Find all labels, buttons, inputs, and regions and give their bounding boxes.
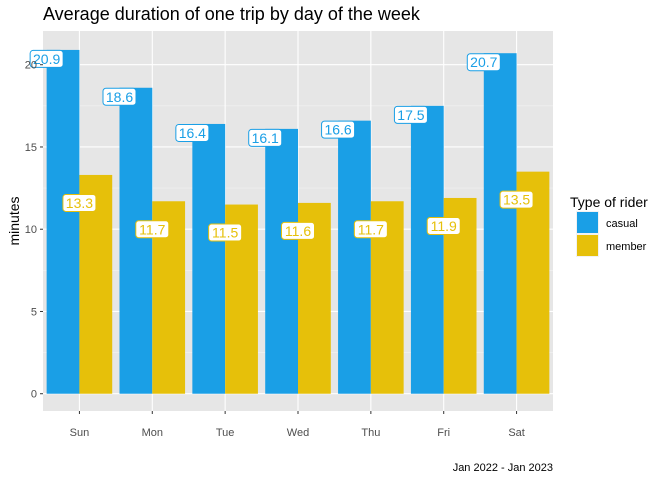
data-label-casual-sat: 20.7: [470, 54, 497, 70]
bar-member-sat: [516, 171, 550, 394]
data-label-box: [29, 49, 64, 68]
data-label-box: [248, 128, 283, 147]
data-label-box: [426, 216, 461, 235]
bar-casual-sat: [483, 53, 517, 394]
y-tick-label: 0: [31, 389, 37, 401]
data-label-box: [102, 87, 137, 106]
data-label-box: [353, 220, 388, 239]
x-tick-label: Tue: [216, 427, 235, 439]
x-tick-label: Sat: [508, 427, 525, 439]
data-label-casual-mon: 18.6: [106, 89, 133, 105]
bar-casual-mon: [119, 87, 153, 394]
legend-key-casual: [577, 212, 598, 233]
bar-casual-sun: [46, 49, 80, 394]
legend-label-casual: casual: [606, 218, 638, 230]
data-label-member-wed: 11.6: [285, 223, 311, 239]
x-tick-label: Mon: [142, 427, 163, 439]
legend-label-member: member: [606, 241, 647, 253]
y-tick-label: 5: [31, 306, 37, 318]
data-label-box: [208, 223, 243, 242]
chart-caption: Jan 2022 - Jan 2023: [453, 462, 553, 474]
bars: [46, 49, 550, 394]
x-tick-label: Fri: [437, 427, 450, 439]
legend-title: Type of rider: [570, 194, 648, 210]
data-label-member-sat: 13.5: [503, 192, 530, 208]
data-label-member-thu: 11.7: [358, 221, 384, 237]
data-label-casual-thu: 16.6: [324, 122, 351, 138]
data-label-box: [281, 221, 315, 240]
y-tick-label: 15: [25, 142, 37, 154]
x-tick-label: Sun: [70, 427, 90, 439]
bar-casual-wed: [265, 128, 298, 394]
data-label-box: [393, 105, 428, 124]
bar-casual-thu: [338, 120, 371, 394]
x-tick-label: Wed: [287, 427, 309, 439]
data-label-member-fri: 11.9: [431, 218, 457, 234]
bar-casual-fri: [410, 105, 444, 394]
data-labels: 20.9 18.6 16.4 16.1 16.6 17.5 20.7 13.3 11.7 11.5…: [29, 49, 534, 242]
data-label-box: [466, 53, 501, 72]
data-label-casual-tue: 16.4: [179, 125, 206, 141]
data-label-casual-wed: 16.1: [252, 130, 279, 146]
data-label-casual-fri: 17.5: [397, 107, 424, 123]
y-axis: 0 5 10 15 20: [25, 60, 43, 401]
x-tick-label: Thu: [361, 427, 380, 439]
bar-casual-tue: [192, 123, 226, 394]
data-label-box: [321, 120, 356, 139]
data-label-box: [135, 220, 170, 239]
y-axis-title: minutes: [6, 196, 22, 245]
data-label-member-sun: 13.3: [66, 195, 93, 211]
legend: Type of rider casual member: [570, 194, 648, 257]
data-label-member-tue: 11.5: [212, 225, 238, 241]
chart-title: Average duration of one trip by day of t…: [43, 4, 421, 24]
data-label-box: [62, 193, 97, 212]
data-label-box: [175, 123, 210, 142]
y-tick-label: 20: [25, 60, 37, 72]
data-label-box: [499, 190, 534, 209]
x-axis: Sun Mon Tue Wed Thu Fri Sat: [70, 411, 525, 439]
y-tick-label: 10: [25, 224, 37, 236]
data-label-member-mon: 11.7: [139, 221, 165, 237]
data-label-casual-sun: 20.9: [33, 51, 60, 67]
legend-key-member: [577, 235, 598, 256]
